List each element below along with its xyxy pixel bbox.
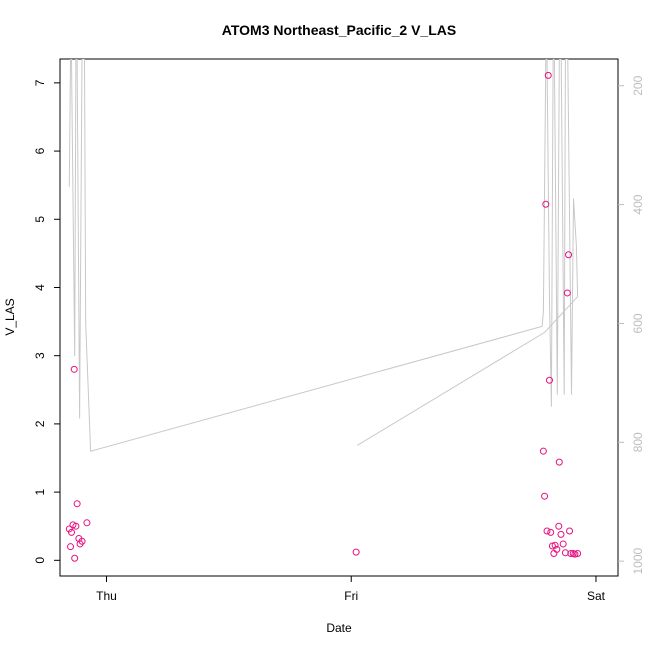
chart-title: ATOM3 Northeast_Pacific_2 V_LAS	[222, 22, 456, 38]
x-axis-label: Date	[326, 621, 352, 635]
data-point	[352, 548, 360, 556]
data-point	[68, 528, 76, 536]
y-tick-label: 4	[33, 284, 47, 291]
data-point	[557, 530, 565, 538]
data-point	[539, 447, 547, 455]
data-point	[542, 200, 550, 208]
data-point	[559, 540, 567, 548]
series-line	[68, 59, 579, 452]
data-point	[574, 549, 582, 557]
y-tick-label: 7	[33, 79, 47, 86]
right-tick-label: 400	[631, 194, 645, 214]
y-tick-label: 1	[33, 488, 47, 495]
y-tick-label: 2	[33, 420, 47, 427]
data-point	[545, 376, 553, 384]
right-tick-label: 600	[631, 313, 645, 333]
right-tick-label: 200	[631, 75, 645, 95]
y-axis-label: V_LAS	[3, 298, 17, 335]
data-point	[67, 543, 75, 551]
x-tick-label: Sat	[587, 589, 606, 603]
data-point	[567, 549, 575, 557]
data-point	[561, 549, 569, 557]
y-tick-label: 6	[33, 147, 47, 154]
data-point	[544, 71, 552, 79]
data-point	[555, 458, 563, 466]
data-point	[70, 365, 78, 373]
y-tick-label: 0	[33, 557, 47, 564]
data-point	[547, 528, 555, 536]
data-point	[65, 525, 73, 533]
data-point	[565, 251, 573, 259]
data-point	[571, 550, 579, 558]
data-point	[551, 541, 559, 549]
data-point	[541, 492, 549, 500]
data-point	[566, 527, 574, 535]
plot-frame	[59, 58, 619, 577]
data-point	[563, 289, 571, 297]
data-point	[83, 519, 91, 527]
data-point	[78, 537, 86, 545]
x-tick-label: Thu	[96, 589, 117, 603]
data-point	[71, 554, 79, 562]
data-point	[550, 549, 558, 557]
data-point	[553, 545, 561, 553]
data-point	[73, 500, 81, 508]
data-point	[555, 522, 563, 530]
y-tick-label: 3	[33, 352, 47, 359]
data-point	[72, 522, 80, 530]
plot-area: 0 1 2 3 4 5 6 7 Thu Fri Sat 200 400 600 800 1000	[33, 58, 645, 603]
x-tick-label: Fri	[344, 589, 358, 603]
right-tick-label: 1000	[631, 547, 645, 574]
data-point	[548, 542, 556, 550]
right-tick-label: 800	[631, 432, 645, 452]
data-point	[543, 527, 551, 535]
y-tick-label: 5	[33, 216, 47, 223]
